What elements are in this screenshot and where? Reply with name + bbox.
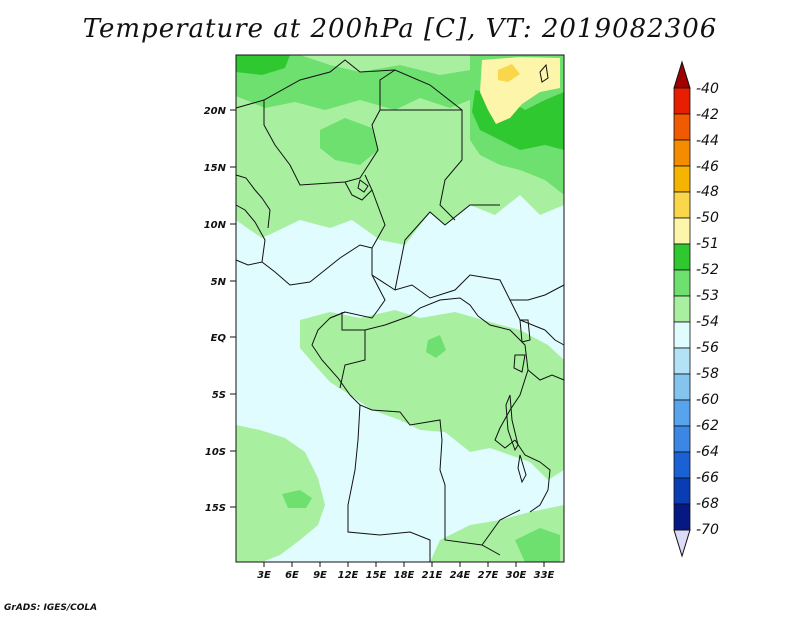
lon-label: 12E bbox=[338, 570, 359, 581]
map-border bbox=[235, 54, 565, 563]
colorbar-label: -51 bbox=[696, 236, 719, 252]
colorbar-labels: -40 -42 -44 -46 -48 -50 -51 -52 -53 -54 … bbox=[696, 81, 719, 538]
temp-region-53-central bbox=[300, 310, 564, 480]
colorbar-box bbox=[673, 373, 691, 401]
colorbar-label: -42 bbox=[696, 107, 719, 123]
colorbar-box bbox=[673, 191, 691, 219]
lon-label: 6E bbox=[285, 570, 299, 581]
lat-label: 10N bbox=[204, 220, 227, 231]
colorbar-top-arrow bbox=[673, 60, 691, 89]
colorbar-box bbox=[673, 347, 691, 375]
lon-label: 9E bbox=[313, 570, 327, 581]
lat-label: 20N bbox=[204, 106, 227, 117]
colorbar-box bbox=[673, 243, 691, 271]
colorbar-label: -70 bbox=[696, 522, 719, 538]
colorbar-box bbox=[673, 399, 691, 427]
temp-region-52-north bbox=[236, 55, 470, 110]
lat-label: 15S bbox=[205, 503, 226, 514]
lon-label: 24E bbox=[450, 570, 471, 581]
temp-region-52-central-patch bbox=[426, 335, 446, 358]
latitude-axis: 20N 15N 10N 5N EQ 5S 10S 15S bbox=[204, 106, 236, 514]
longitude-axis: 3E 6E 9E 12E 15E 18E 21E 24E 27E 30E 33E bbox=[257, 562, 555, 581]
lat-label: 5S bbox=[212, 390, 226, 401]
colorbar-label: -66 bbox=[696, 470, 719, 486]
colorbar-label: -60 bbox=[696, 392, 719, 408]
lon-label: 18E bbox=[394, 570, 415, 581]
lon-label: 3E bbox=[257, 570, 271, 581]
colorbar-box bbox=[673, 321, 691, 349]
colorbar-box bbox=[673, 425, 691, 453]
lat-label: EQ bbox=[211, 333, 227, 344]
colorbar-label: -50 bbox=[696, 210, 719, 226]
lon-label: 30E bbox=[506, 570, 527, 581]
lat-label: 5N bbox=[211, 277, 227, 288]
country-borders bbox=[235, 59, 565, 562]
colorbar-label: -53 bbox=[696, 288, 719, 304]
colorbar-label: -52 bbox=[696, 262, 719, 278]
colorbar-label: -56 bbox=[696, 340, 719, 356]
temp-region-52-sw-patch bbox=[282, 490, 312, 508]
colorbar-box bbox=[673, 217, 691, 245]
lon-label: 15E bbox=[366, 570, 387, 581]
colorbar-box bbox=[673, 165, 691, 193]
colorbar-label: -54 bbox=[696, 314, 719, 330]
lon-label: 21E bbox=[422, 570, 443, 581]
temp-region-52-se-patch bbox=[515, 528, 560, 562]
temp-region-51-northwest bbox=[236, 55, 290, 75]
map-plot-area: 20N 15N 10N 5N EQ 5S 10S 15S 3E 6E 9E 12… bbox=[204, 54, 565, 581]
colorbar-box bbox=[673, 451, 691, 479]
temp-region-48-northeast bbox=[498, 64, 520, 82]
colorbar-box bbox=[673, 477, 691, 505]
grads-credit: GrADS: IGES/COLA bbox=[4, 603, 98, 613]
lon-label: 33E bbox=[534, 570, 555, 581]
colorbar-label: -44 bbox=[696, 133, 719, 149]
colorbar-box bbox=[673, 269, 691, 297]
colorbar-label: -58 bbox=[696, 366, 719, 382]
colorbar-label: -40 bbox=[696, 81, 719, 97]
colorbar-label: -64 bbox=[696, 444, 719, 460]
temp-region-52-north-patch bbox=[320, 118, 378, 165]
colorbar-bottom-arrow bbox=[673, 529, 691, 558]
colorbar-label: -48 bbox=[696, 184, 719, 200]
colorbar-label: -46 bbox=[696, 159, 719, 175]
map-title: Temperature at 200hPa [C], VT: 201908230… bbox=[82, 14, 718, 44]
colorbar-label: -68 bbox=[696, 496, 719, 512]
colorbar: -40 -42 -44 -46 -48 -50 -51 -52 -53 -54 … bbox=[673, 60, 719, 558]
lake-outlines bbox=[357, 63, 549, 484]
lat-label: 15N bbox=[204, 163, 227, 174]
lat-label: 10S bbox=[205, 447, 226, 458]
colorbar-box bbox=[673, 139, 691, 167]
colorbar-box bbox=[673, 503, 691, 531]
colorbar-box bbox=[673, 295, 691, 323]
colorbar-label: -62 bbox=[696, 418, 719, 434]
temp-region-53-west bbox=[236, 425, 325, 562]
lon-label: 27E bbox=[478, 570, 499, 581]
colorbar-box bbox=[673, 87, 691, 115]
colorbar-boxes bbox=[673, 87, 691, 531]
colorbar-box bbox=[673, 113, 691, 141]
